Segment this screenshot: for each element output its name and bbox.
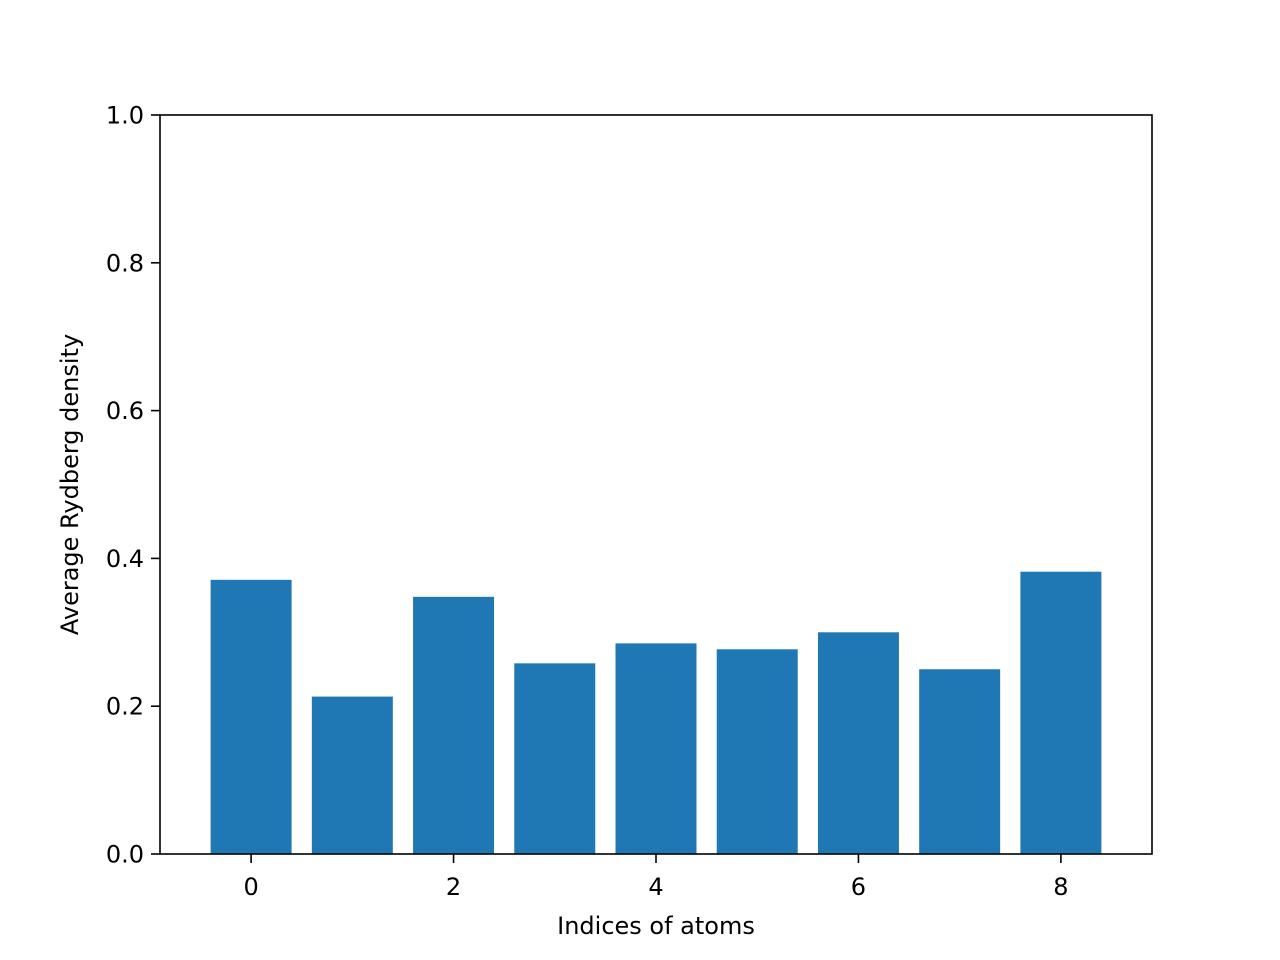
y-tick-label: 0.0 <box>106 841 144 869</box>
x-tick-label: 8 <box>1053 873 1068 901</box>
bar-7 <box>919 669 1001 854</box>
y-axis-ticks: 0.0 0.2 0.4 0.6 0.8 1.0 <box>106 102 160 869</box>
bars-group <box>210 571 1102 854</box>
x-tick-label: 4 <box>648 873 663 901</box>
y-tick-label: 1.0 <box>106 102 144 130</box>
y-tick-label: 0.8 <box>106 249 144 277</box>
bar-6 <box>817 632 899 854</box>
bar-1 <box>311 696 393 854</box>
x-axis-ticks: 0 2 4 6 8 <box>243 854 1069 901</box>
bar-4 <box>615 643 697 854</box>
x-tick-label: 0 <box>243 873 258 901</box>
y-axis-title: Average Rydberg density <box>56 334 84 635</box>
x-tick-label: 2 <box>446 873 461 901</box>
bar-5 <box>716 649 798 854</box>
y-tick-label: 0.2 <box>106 693 144 721</box>
bar-3 <box>514 663 596 854</box>
x-axis-title: Indices of atoms <box>557 912 755 940</box>
bar-2 <box>413 596 495 854</box>
x-tick-label: 6 <box>851 873 866 901</box>
bar-8 <box>1020 571 1102 854</box>
y-tick-label: 0.6 <box>106 397 144 425</box>
y-tick-label: 0.4 <box>106 545 144 573</box>
bar-0 <box>210 579 292 854</box>
